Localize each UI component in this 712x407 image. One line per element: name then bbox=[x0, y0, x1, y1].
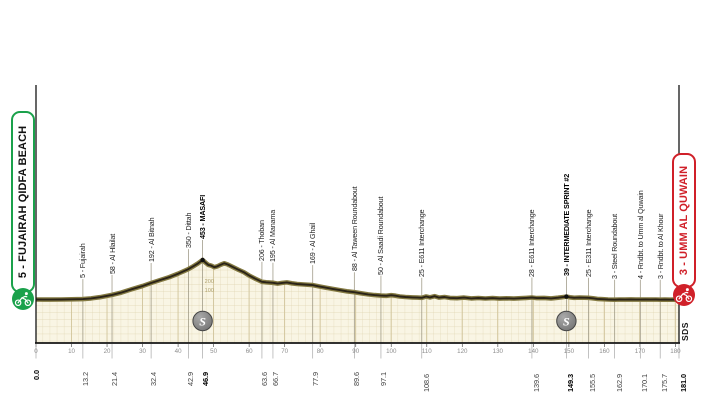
cumulative-km-label: 21.4 bbox=[110, 371, 120, 386]
elevation-mark: 100 bbox=[204, 288, 214, 295]
km-tick-label: 30 bbox=[139, 347, 146, 355]
waypoint-label: 25 - E311 Interchange bbox=[583, 209, 593, 277]
cumulative-km-label: 46.9 bbox=[200, 371, 210, 386]
km-tick-label: 170 bbox=[634, 347, 646, 355]
km-tick-label: 10 bbox=[68, 347, 75, 355]
km-tick-label: 20 bbox=[103, 347, 111, 355]
cumulative-km-label: 0.0 bbox=[31, 369, 41, 380]
start-label: 5 - FUJAIRAH QIDFA BEACH bbox=[16, 125, 29, 279]
km-tick-label: 0 bbox=[34, 347, 38, 355]
km-tick-label: 120 bbox=[457, 347, 468, 355]
cyclist-icon bbox=[14, 292, 32, 307]
cyclist-icon bbox=[675, 288, 693, 303]
finish-label: 3 - UMM AL QUWAIN bbox=[677, 165, 690, 276]
cumulative-km-label: 162.9 bbox=[614, 373, 624, 392]
sprint-icon-letter: S bbox=[563, 315, 570, 329]
waypoint-label: 88 - Al Taween Roundabout bbox=[349, 186, 359, 272]
waypoint-label: 3 - Steel Roundabout bbox=[610, 213, 620, 279]
km-tick-label: 140 bbox=[528, 347, 539, 355]
cumulative-km-label: 97.1 bbox=[378, 371, 388, 386]
waypoint-label: 4 - Rndbt. to Umm al Quwain bbox=[635, 190, 645, 279]
km-tick-label: 70 bbox=[281, 347, 289, 355]
cumulative-km-label: 89.6 bbox=[352, 371, 362, 386]
cumulative-km-label: 155.5 bbox=[588, 373, 598, 392]
cumulative-km-label: 175.7 bbox=[660, 373, 670, 392]
cumulative-km-label: 42.9 bbox=[186, 371, 196, 386]
km-tick-label: 160 bbox=[599, 347, 610, 355]
start-label-box: 5 - FUJAIRAH QIDFA BEACH bbox=[11, 111, 35, 293]
km-tick-label: 110 bbox=[421, 347, 432, 355]
waypoint-label: 50 - Al Saadi Roundabout bbox=[376, 196, 386, 275]
profile-line bbox=[35, 259, 680, 301]
sprint-icon-letter: S bbox=[199, 315, 206, 329]
cumulative-km-label: 63.6 bbox=[259, 371, 269, 386]
waypoint-label: 206 - Thoban bbox=[257, 219, 267, 261]
elevation-mark: 200 bbox=[204, 279, 214, 286]
start-icon bbox=[12, 288, 34, 310]
waypoint-label: 28 - E611 Interchange bbox=[527, 209, 537, 277]
waypoint-label: 5 - Fujairah bbox=[78, 243, 88, 279]
waypoint-dot bbox=[200, 257, 205, 263]
km-tick-label: 40 bbox=[174, 347, 182, 355]
waypoint-label: 169 - Al Ghail bbox=[308, 223, 318, 265]
waypoint-label: 453 - MASAFI bbox=[198, 194, 208, 239]
cumulative-km-label: 139.6 bbox=[531, 373, 541, 392]
sds-mark: SDS bbox=[680, 322, 690, 341]
km-tick-label: 50 bbox=[210, 347, 218, 355]
cumulative-km-label: 170.1 bbox=[640, 373, 650, 392]
waypoint-label: 39 - INTERMEDIATE SPRINT #2 bbox=[561, 173, 571, 276]
km-tick-label: 60 bbox=[245, 347, 253, 355]
cumulative-km-label: 77.9 bbox=[310, 371, 320, 386]
km-tick-label: 100 bbox=[386, 347, 397, 355]
km-tick-label: 80 bbox=[316, 347, 324, 355]
cumulative-km-label: 181.0 bbox=[679, 373, 688, 392]
waypoint-label: 58 - Al Hlailat bbox=[107, 233, 117, 274]
cumulative-km-label: 13.2 bbox=[80, 371, 90, 386]
waypoint-label: 350 - Dittah bbox=[183, 212, 193, 249]
sprint-icon bbox=[556, 310, 577, 332]
km-tick-label: 150 bbox=[563, 347, 575, 355]
cumulative-km-label: 108.6 bbox=[421, 373, 431, 392]
waypoint-label: 195 - Al Manama bbox=[268, 209, 278, 262]
finish-icon bbox=[673, 284, 695, 306]
profile-grid bbox=[36, 260, 679, 343]
cumulative-km-label: 66.7 bbox=[270, 371, 280, 386]
sprint-icon bbox=[192, 310, 213, 332]
km-tick-label: 180 bbox=[670, 347, 681, 355]
waypoint-label: 25 - E611 Interchange bbox=[417, 209, 427, 277]
waypoint-label: 3 - Rndbt. to Al Khour bbox=[655, 213, 665, 279]
cumulative-km-label: 32.4 bbox=[149, 371, 159, 386]
km-tick-label: 130 bbox=[492, 347, 503, 355]
finish-label-box: 3 - UMM AL QUWAIN bbox=[672, 153, 696, 288]
waypoint-label: 192 - Al Bitnah bbox=[146, 217, 156, 263]
cumulative-km-label: 149.3 bbox=[566, 373, 576, 392]
km-tick-label: 90 bbox=[352, 347, 360, 355]
waypoint-dot bbox=[564, 294, 569, 299]
